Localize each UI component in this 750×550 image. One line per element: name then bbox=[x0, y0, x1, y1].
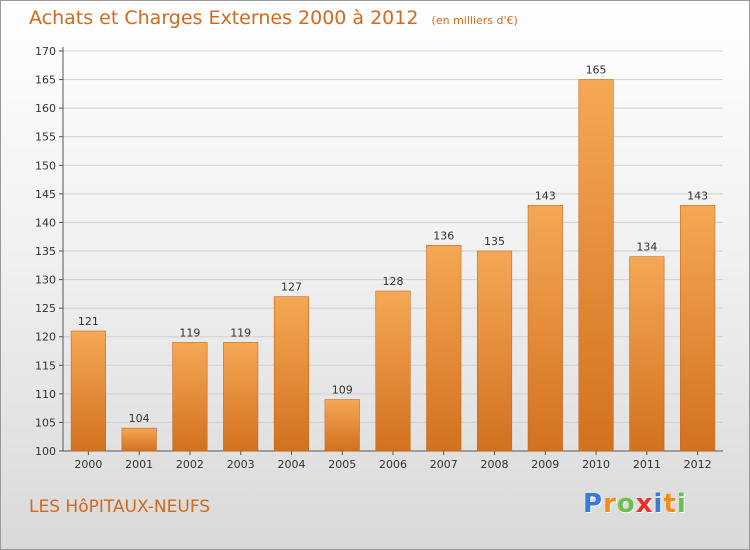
data-label: 143 bbox=[535, 189, 556, 202]
y-tick-label: 105 bbox=[35, 416, 56, 429]
y-tick-label: 115 bbox=[35, 359, 56, 372]
y-tick-label: 110 bbox=[35, 388, 56, 401]
data-label: 127 bbox=[281, 281, 302, 294]
data-label: 121 bbox=[78, 315, 99, 328]
y-tick-label: 170 bbox=[35, 45, 56, 58]
x-tick-label: 2000 bbox=[74, 458, 102, 471]
data-label: 104 bbox=[129, 412, 150, 425]
data-label: 136 bbox=[433, 229, 454, 242]
x-tick-label: 2009 bbox=[531, 458, 559, 471]
y-tick-label: 100 bbox=[35, 445, 56, 458]
y-tick-label: 120 bbox=[35, 331, 56, 344]
y-tick-label: 145 bbox=[35, 188, 56, 201]
title-row: Achats et Charges Externes 2000 à 2012 (… bbox=[29, 7, 518, 29]
x-tick-label: 2011 bbox=[633, 458, 661, 471]
bar bbox=[578, 79, 614, 452]
bar bbox=[121, 427, 157, 452]
data-label: 135 bbox=[484, 235, 505, 248]
y-tick-label: 155 bbox=[35, 131, 56, 144]
y-tick-label: 150 bbox=[35, 159, 56, 172]
y-tick-label: 130 bbox=[35, 274, 56, 287]
y-tick-label: 160 bbox=[35, 102, 56, 115]
y-tick-label: 125 bbox=[35, 302, 56, 315]
data-label: 119 bbox=[230, 326, 251, 339]
bar bbox=[324, 399, 360, 452]
x-tick-label: 2008 bbox=[481, 458, 509, 471]
x-tick-label: 2001 bbox=[125, 458, 153, 471]
commune-name: LES HôPITAUX-NEUFS bbox=[29, 497, 211, 517]
y-tick-label: 165 bbox=[35, 74, 56, 87]
y-tick-label: 140 bbox=[35, 216, 56, 229]
bar bbox=[527, 204, 563, 452]
data-label: 109 bbox=[332, 384, 353, 397]
labels: 121 2000 104 2001 119 2002 119 2003 127 2004 109 20… bbox=[74, 64, 711, 471]
x-tick-label: 2007 bbox=[430, 458, 458, 471]
bar bbox=[223, 342, 259, 452]
brand-letter: t bbox=[663, 489, 677, 519]
data-label: 119 bbox=[179, 326, 200, 339]
bars bbox=[70, 79, 716, 452]
bar bbox=[426, 244, 462, 452]
brand-letter: r bbox=[603, 489, 617, 519]
data-label: 165 bbox=[586, 64, 607, 77]
bar bbox=[273, 296, 310, 452]
bar bbox=[70, 330, 106, 452]
brand-letter: i bbox=[676, 489, 687, 519]
brand-letter: o bbox=[616, 489, 636, 519]
bar bbox=[172, 342, 208, 452]
bar bbox=[375, 290, 411, 452]
data-label: 128 bbox=[383, 275, 404, 288]
brand-letter: P bbox=[583, 489, 604, 519]
brand-letter: i bbox=[653, 489, 664, 519]
x-tick-label: 2004 bbox=[277, 458, 305, 471]
data-label: 134 bbox=[636, 241, 657, 254]
x-tick-label: 2003 bbox=[227, 458, 255, 471]
x-tick-label: 2010 bbox=[582, 458, 610, 471]
x-tick-label: 2002 bbox=[176, 458, 204, 471]
brand-letter: x bbox=[635, 489, 654, 519]
y-tick-label: 135 bbox=[35, 245, 56, 258]
chart-title: Achats et Charges Externes 2000 à 2012 bbox=[29, 7, 419, 29]
brand-logo: Proxiti bbox=[583, 489, 687, 519]
x-tick-label: 2005 bbox=[328, 458, 356, 471]
bar bbox=[629, 256, 665, 452]
bar bbox=[476, 250, 513, 452]
x-tick-label: 2006 bbox=[379, 458, 407, 471]
bar bbox=[680, 204, 716, 452]
chart-unit: (en milliers d'€) bbox=[431, 14, 518, 27]
x-tick-label: 2012 bbox=[684, 458, 712, 471]
data-label: 143 bbox=[687, 189, 708, 202]
